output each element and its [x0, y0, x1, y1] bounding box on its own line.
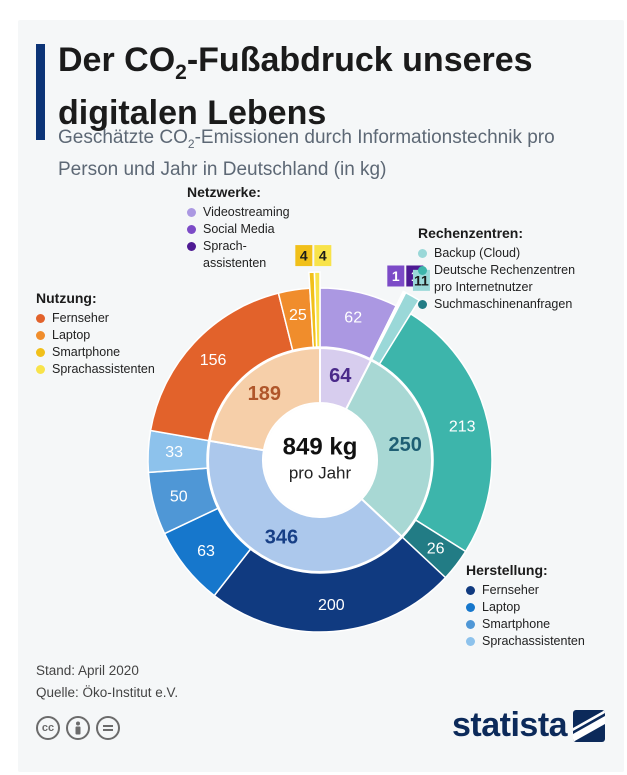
legend-swatch — [36, 365, 45, 374]
legend-label: Sprachassistenten — [482, 634, 585, 648]
inner-slice — [344, 358, 433, 539]
legend-label: Laptop — [52, 328, 91, 342]
page-subtitle: Geschätzte CO2-Emissionen durch Informat… — [58, 127, 555, 180]
legend-label: Sprachassistenten — [52, 362, 155, 376]
outer-value-label: 63 — [197, 543, 215, 560]
legend-swatch — [36, 314, 45, 323]
source-note: Quelle: Öko-Institut e.V. — [36, 685, 179, 700]
small-value-tab — [295, 245, 313, 267]
legend-item: Suchmaschinenanfragen — [418, 296, 608, 313]
brand-wordmark: statista — [452, 706, 568, 744]
legend-item: Smartphone — [36, 344, 176, 361]
outer-value-label: 62 — [344, 309, 362, 326]
legend-swatch — [36, 348, 45, 357]
legend-nutzung: Nutzung: Fernseher Laptop Smartphone Spracha… — [36, 290, 176, 378]
legend-swatch — [187, 208, 196, 217]
legend-swatch — [418, 266, 427, 275]
center-total-value: 849 kg — [283, 434, 358, 461]
legend-label: Social Media — [203, 222, 275, 236]
legend-label: Videostreaming — [203, 205, 290, 219]
legend-item: Fernseher — [36, 310, 176, 327]
small-value-tab — [412, 269, 430, 291]
legend-rechenzentren: Rechenzentren: Backup (Cloud) Deutsche Rec… — [418, 225, 608, 313]
inner-value-label: 346 — [265, 526, 298, 548]
inner-value-label: 250 — [389, 434, 422, 456]
statista-brand[interactable]: statista — [452, 706, 606, 745]
legend-label: Smartphone — [482, 617, 551, 631]
title-accent-bar — [36, 44, 45, 140]
outer-value-label: 156 — [200, 352, 227, 369]
legend-item: Social Media — [187, 221, 317, 238]
legend-swatch — [187, 242, 196, 251]
footer-notes: Stand: April 2020 Quelle: Öko-Institut e… — [36, 660, 178, 704]
legend-item: Laptop — [466, 599, 616, 616]
outer-value-label: 33 — [165, 444, 183, 461]
legend-label: Laptop — [482, 600, 521, 614]
legend-swatch — [187, 225, 196, 234]
legend-swatch — [466, 586, 475, 595]
legend-item: Fernseher — [466, 582, 616, 599]
outer-value-label: 25 — [289, 307, 307, 324]
outer-slice — [213, 536, 447, 633]
legend-swatch — [36, 331, 45, 340]
legend-swatch — [418, 249, 427, 258]
inner-slice — [207, 439, 404, 573]
small-value-label: 1 — [392, 268, 400, 284]
legend-item: Backup (Cloud) — [418, 245, 608, 262]
outer-value-label: 213 — [449, 419, 476, 436]
legend-title: Rechenzentren: — [418, 225, 524, 241]
small-value-label: 4 — [319, 248, 327, 264]
small-value-tab — [314, 245, 332, 267]
center-total-label: pro Jahr — [289, 464, 352, 483]
license-icons: cc — [36, 716, 120, 740]
small-value-label: 11 — [414, 272, 429, 288]
person-icon[interactable] — [66, 716, 90, 740]
inner-slice — [208, 346, 321, 452]
statista-logo-icon — [573, 709, 606, 742]
inner-value-label: 189 — [248, 383, 281, 405]
legend-label: Smartphone — [52, 345, 121, 359]
legend-netzwerke: Netzwerke: Videostreaming Social Media Spra… — [187, 184, 317, 272]
legend-label: Backup (Cloud) — [434, 246, 521, 260]
legend-label: Deutsche Rechenzentren pro Internetnutze… — [434, 263, 576, 294]
legend-title: Nutzung: — [36, 290, 97, 306]
cc-icon[interactable]: cc — [36, 716, 60, 740]
legend-label: Fernseher — [52, 311, 109, 325]
outer-slice — [313, 271, 321, 348]
legend-item: Smartphone — [466, 616, 616, 633]
outer-value-label: 200 — [318, 597, 345, 614]
legend-label: Fernseher — [482, 583, 539, 597]
center-hole — [264, 404, 376, 516]
small-value-label: 4 — [300, 248, 308, 264]
outer-value-label: 26 — [427, 541, 445, 558]
legend-item: Videostreaming — [187, 204, 317, 221]
legend-swatch — [418, 300, 427, 309]
legend-title: Herstellung: — [466, 562, 548, 578]
legend-label: Suchmaschinenanfragen — [434, 297, 573, 311]
legend-item: Sprach- assistenten — [187, 238, 317, 272]
small-value-tab — [387, 265, 405, 287]
legend-label: Sprach- assistenten — [203, 239, 267, 270]
legend-item: Deutsche Rechenzentren pro Internetnutze… — [418, 262, 608, 296]
stand-note: Stand: April 2020 — [36, 663, 139, 678]
legend-item: Sprachassistenten — [466, 633, 616, 650]
legend-herstellung: Herstellung: Fernseher Laptop Smartphone Spr… — [466, 562, 616, 650]
equals-icon[interactable] — [96, 716, 120, 740]
legend-item: Sprachassistenten — [36, 361, 176, 378]
legend-swatch — [466, 603, 475, 612]
inner-value-label: 64 — [329, 365, 352, 387]
outer-value-label: 50 — [170, 489, 188, 506]
legend-item: Laptop — [36, 327, 176, 344]
page-title: Der CO2-Fußabdruck unseres digitalen Leb… — [58, 41, 533, 132]
legend-title: Netzwerke: — [187, 184, 261, 200]
legend-swatch — [466, 637, 475, 646]
legend-swatch — [466, 620, 475, 629]
